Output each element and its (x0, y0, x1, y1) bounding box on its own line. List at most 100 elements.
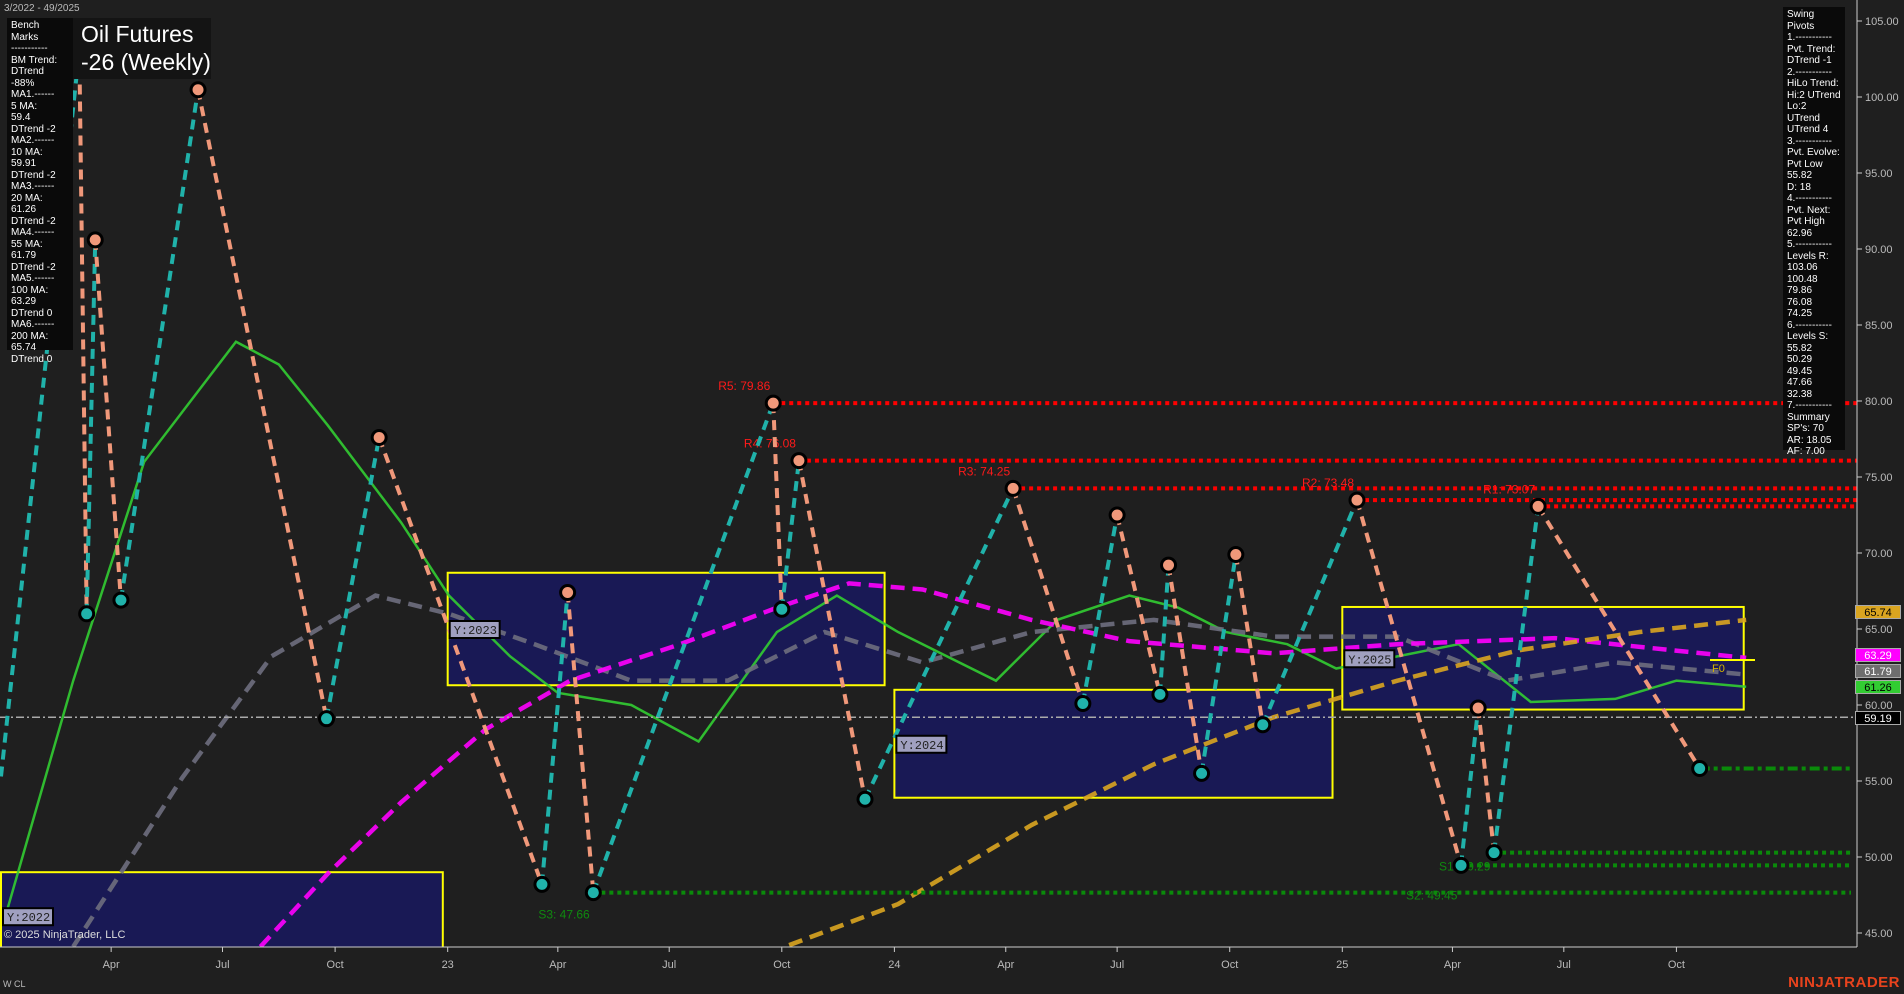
y-tick-label: 45.00 (1865, 928, 1893, 940)
panel-line: Hi:2 UTrend (1787, 89, 1841, 101)
panel-line: 5 MA: (11, 100, 38, 112)
panel-line: 59.91 (11, 158, 37, 169)
swing-high-marker (1004, 479, 1022, 497)
y-tick-label: 80.00 (1865, 396, 1893, 408)
panel-line: 6.----------- (1787, 319, 1832, 331)
swing-leg (0, 50, 82, 777)
panel-line: 2.----------- (1787, 66, 1832, 78)
panel-line: DTrend -2 (11, 123, 56, 135)
panel-line: 1.----------- (1787, 32, 1832, 43)
panel-line: UTrend 4 (1787, 124, 1829, 135)
swing-leg (1199, 554, 1238, 774)
panel-line: 59.4 (11, 112, 31, 123)
y-tick-label: 70.00 (1865, 548, 1893, 560)
resistance-label: R1: 73.07 (1483, 482, 1535, 496)
panel-line: 200 MA: (11, 330, 49, 342)
swing-low-marker (533, 875, 551, 893)
price-tag: 59.19 (1855, 711, 1901, 725)
title-line-1: Oil Futures (81, 21, 194, 47)
panel-line: Summary (1787, 411, 1830, 423)
plot-area: R5: 79.86 R4: 76.08 R3: 74.25 R2: 73.48 R1: … (0, 41, 1857, 947)
resistance-label: R5: 79.86 (718, 379, 770, 393)
panel-line: D: 18 (1787, 181, 1811, 193)
panel-line: 63.29 (11, 296, 37, 307)
panel-line: 62.96 (1787, 227, 1813, 239)
year-box (446, 571, 886, 687)
y-tick-label: 50.00 (1865, 852, 1893, 864)
year-box (1341, 605, 1745, 711)
swing-leg (779, 460, 801, 610)
panel-line: 61.26 (11, 204, 37, 215)
x-tick-label: Oct (327, 959, 344, 971)
panel-line: Pvt. Evolve: (1787, 147, 1840, 158)
swing-low-marker (1151, 685, 1169, 703)
swing-leg (1536, 505, 1702, 770)
swing-leg (1492, 506, 1541, 853)
swing-low-marker (1254, 716, 1272, 734)
swing-leg (1115, 514, 1162, 695)
moving-average-line (5, 340, 1747, 911)
panel-line: Pvt Low (1787, 158, 1823, 170)
swing-leg (539, 592, 570, 885)
y-tick-label: 55.00 (1865, 776, 1893, 788)
swing-low-marker (1691, 760, 1709, 778)
year-label: Y:2025 (1348, 653, 1391, 667)
title-line-2: -26 (Weekly) (81, 49, 211, 75)
x-tick-label: Apr (103, 959, 120, 971)
swing-high-marker (559, 584, 577, 602)
swing-pivots-panel: Swing Pivots 1.----------- Pvt. Trend: DTre… (1783, 7, 1845, 457)
panel-line: 76.08 (1787, 296, 1813, 308)
panel-line: HiLo Trend: (1787, 78, 1839, 89)
panel-line: DTrend 0 (11, 353, 53, 365)
swing-low-marker (1485, 844, 1503, 862)
moving-average-line (258, 581, 1747, 947)
panel-line: 50.29 (1787, 354, 1813, 365)
panel-line: MA1.------ (11, 89, 55, 100)
price-tag: 63.29 (1855, 648, 1901, 662)
x-tick-label: Oct (773, 959, 790, 971)
panel-line: 7.----------- (1787, 400, 1832, 411)
y-tick-label: 100.00 (1865, 92, 1899, 104)
year-label-bg (2, 907, 54, 927)
panel-line: 65.74 (11, 342, 37, 353)
swing-leg (77, 50, 89, 614)
panel-line: Lo:2 UTrend (1787, 101, 1820, 124)
swing-high-marker (790, 452, 808, 470)
panel-line: Pvt. Trend: (1787, 43, 1836, 55)
panel-line: ----------- (11, 43, 48, 54)
panel-line: Levels S: (1787, 331, 1829, 342)
year-box (0, 871, 444, 947)
year-label: Y:2022 (7, 911, 50, 925)
swing-leg (771, 403, 784, 610)
panel-line: 55 MA: (11, 238, 43, 250)
swing-high-marker (1227, 546, 1245, 564)
panel-line: DTrend -1 (1787, 55, 1832, 66)
y-tick-label: 95.00 (1865, 168, 1893, 180)
x-tick-label: Jul (662, 959, 676, 971)
swing-leg (591, 402, 776, 894)
swing-leg (1011, 487, 1085, 705)
swing-low-marker (1074, 694, 1092, 712)
moving-average-line (788, 617, 1747, 947)
x-tick-label: Apr (997, 959, 1014, 971)
price-tag: 61.26 (1855, 680, 1901, 694)
support-label: S2: 49.45 (1406, 888, 1458, 902)
panel-line: 103.06 (1787, 262, 1818, 273)
moving-average-line (71, 593, 1747, 947)
x-tick-label: 24 (888, 959, 900, 971)
swing-leg (118, 89, 201, 601)
panel-line: MA2.------ (11, 135, 55, 146)
x-tick-label: Jul (1557, 959, 1571, 971)
y-tick-label: 105.00 (1865, 16, 1899, 28)
resistance-label: R3: 74.25 (958, 464, 1010, 478)
panel-line: MA4.------ (11, 227, 55, 238)
chart-title: Oil Futures -26 (Weekly) (73, 18, 211, 79)
panel-line: BM Trend: (11, 54, 58, 66)
swing-leg (1166, 564, 1204, 774)
panel-line: 10 MA: (11, 146, 43, 158)
year-box (893, 688, 1334, 799)
panel-line: DTrend -88% (11, 66, 44, 89)
year-label-bg (448, 620, 501, 639)
panel-line: DTrend -2 (11, 215, 56, 227)
